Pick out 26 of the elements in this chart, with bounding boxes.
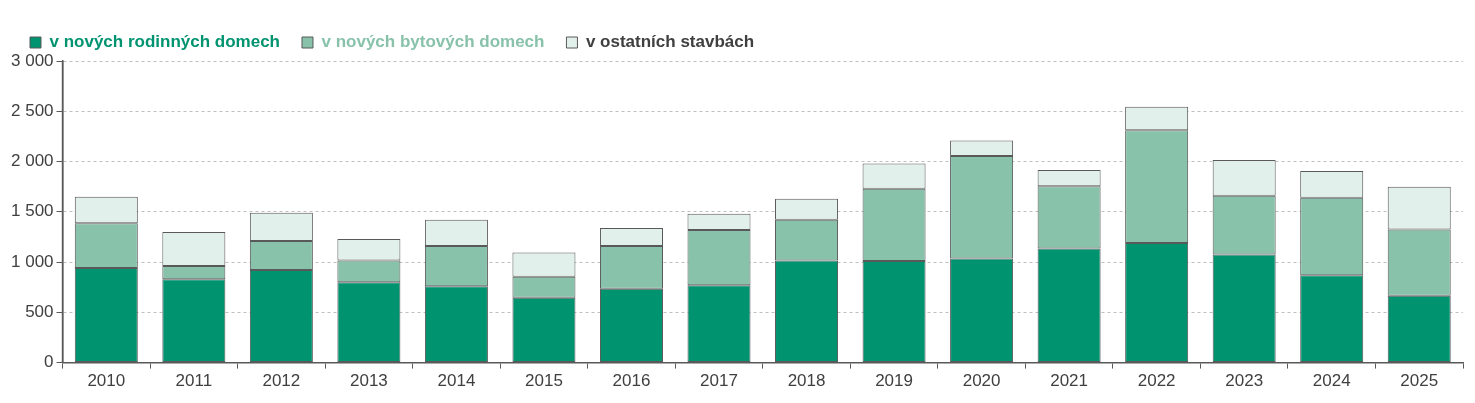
y-tick-label: 2 000: [10, 151, 54, 171]
y-tick-label: 500: [25, 302, 54, 322]
x-tick-label: 2012: [262, 371, 301, 391]
x-tick-label: 2019: [875, 371, 913, 391]
legend-label: v ostatních stavbách: [585, 32, 755, 52]
x-tick-label: 2018: [787, 371, 826, 391]
y-tick-label: 1 000: [10, 251, 54, 271]
x-tick-label: 2022: [1137, 371, 1176, 391]
x-tick-label: 2016: [612, 371, 651, 391]
y-tick-label: 0: [44, 352, 54, 372]
x-tick-label: 2023: [1225, 371, 1264, 391]
y-tick-label: 1 500: [10, 201, 54, 221]
x-tick-label: 2017: [700, 371, 738, 391]
legend-label: v nových bytových domech: [321, 32, 545, 52]
x-tick-label: 2014: [437, 371, 476, 391]
y-tick-label: 3 000: [10, 50, 54, 70]
x-tick-label: 2015: [525, 371, 563, 391]
x-tick-label: 2021: [1050, 371, 1089, 391]
x-tick-label: 2010: [87, 371, 126, 391]
x-tick-label: 2025: [1400, 371, 1439, 391]
x-tick-label: 2020: [962, 371, 1001, 391]
x-tick-label: 2024: [1312, 371, 1351, 391]
legend-label: v nových rodinných domech: [49, 32, 280, 52]
y-tick-label: 2 500: [10, 100, 54, 120]
x-tick-label: 2013: [349, 371, 388, 391]
x-tick-label: 2011: [175, 371, 213, 391]
